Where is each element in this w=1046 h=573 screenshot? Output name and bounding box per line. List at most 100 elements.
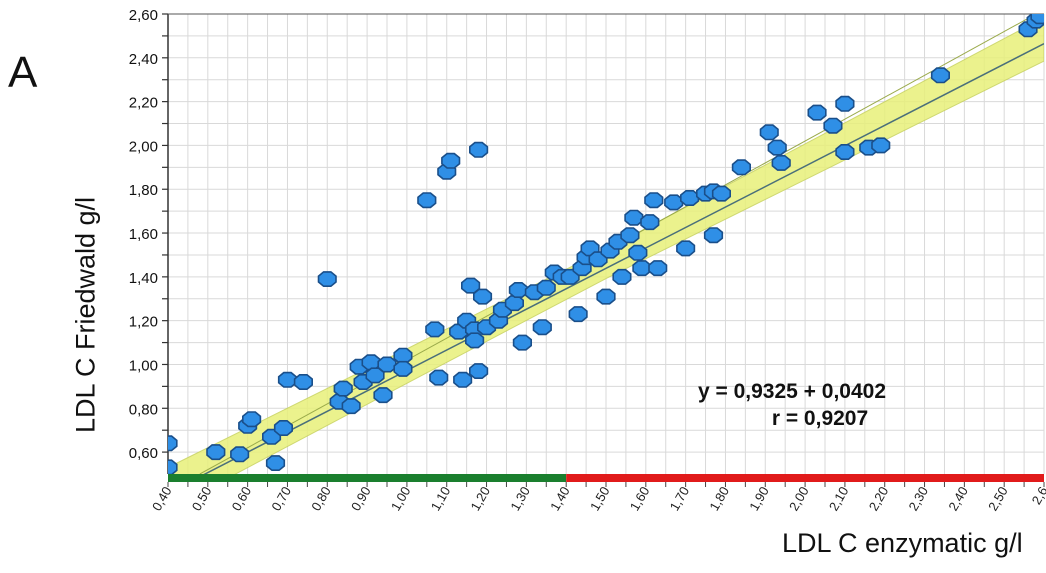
data-point — [823, 117, 843, 134]
y-tick-label: 1,20 — [129, 314, 158, 331]
x-tick-label: 2,50 — [985, 484, 1011, 513]
x-tick-label: 0,40 — [149, 484, 175, 513]
x-tick-label: 1,00 — [388, 484, 414, 513]
x-tick-label: 2,20 — [866, 484, 892, 513]
x-tick-label: 1,50 — [587, 484, 613, 513]
data-point — [640, 214, 660, 231]
regression-equation: y = 0,9325 + 0,0402 — [698, 380, 887, 403]
data-point — [453, 371, 473, 388]
axes — [162, 13, 1044, 474]
data-point — [242, 411, 262, 428]
data-point — [568, 306, 588, 323]
data-point — [504, 295, 525, 312]
x-tick-label: 2,30 — [905, 484, 931, 513]
data-points — [168, 14, 1044, 474]
regression-annotation: y = 0,9325 + 0,0402 r = 0,9207 — [698, 378, 940, 432]
data-point — [703, 227, 724, 244]
data-point — [429, 369, 449, 386]
y-tick-label: 1,60 — [129, 226, 158, 243]
y-tick-label: 0,60 — [129, 445, 158, 462]
data-point — [441, 152, 461, 169]
data-point — [536, 279, 556, 296]
data-point — [628, 244, 648, 261]
data-point — [632, 260, 652, 277]
data-point — [273, 419, 294, 437]
y-tick-label: 0,80 — [129, 401, 158, 418]
data-point — [293, 373, 314, 391]
data-point — [759, 124, 779, 141]
x-tick-label: 0,60 — [229, 484, 255, 513]
y-tick-label: 2,40 — [129, 51, 158, 68]
x-tick-labels: 0,40 0,50 0,60 0,70 0,80 0,90 1,00 1,10 1,20 1,30… — [149, 484, 1046, 513]
data-point — [361, 354, 381, 371]
data-point — [612, 268, 632, 285]
data-point — [767, 139, 787, 156]
x-tick-label: 0,50 — [189, 484, 215, 513]
x-tick-label: 1,40 — [547, 484, 573, 513]
data-point — [679, 190, 700, 206]
data-point — [333, 380, 353, 397]
data-point — [664, 194, 684, 211]
data-point — [373, 387, 393, 404]
x-axis-title: LDL C enzymatic g/l — [782, 528, 1023, 558]
x-tick-label: 2,00 — [786, 484, 812, 513]
data-point — [930, 67, 951, 84]
x-tick-label: 0,70 — [268, 484, 294, 513]
data-point — [871, 137, 891, 154]
y-tick-label: 2,60 — [129, 7, 158, 24]
y-tick-label: 1,00 — [129, 357, 158, 374]
y-tick-label: 2,20 — [129, 95, 158, 112]
data-point — [835, 144, 855, 160]
data-point — [532, 319, 552, 336]
y-tick-label: 2,00 — [129, 138, 158, 155]
data-point — [620, 227, 640, 244]
data-point — [624, 209, 644, 226]
x-tick-label: 1,60 — [627, 484, 653, 513]
data-point — [341, 398, 361, 415]
data-point — [317, 271, 337, 288]
x-tick-label: 2,40 — [945, 484, 971, 513]
data-point — [771, 155, 791, 171]
x-tick-label: 1,70 — [667, 484, 693, 513]
data-point — [807, 104, 827, 121]
data-point — [508, 281, 529, 299]
x-tick-label: 1,10 — [428, 484, 454, 513]
data-point — [168, 459, 178, 474]
x-axis-color-band — [167, 474, 1045, 487]
x-tick-label: 1,90 — [746, 484, 772, 513]
y-tick-labels: 0,60 0,80 1,00 1,20 1,40 1,60 1,80 2,00 2,20 2,40… — [129, 7, 158, 462]
data-point — [206, 444, 226, 461]
data-point — [644, 192, 664, 209]
data-point — [168, 435, 178, 452]
data-point — [460, 277, 481, 294]
data-point — [377, 356, 397, 373]
data-point — [648, 260, 668, 277]
x-tick-label: 2,10 — [826, 484, 852, 513]
data-point — [393, 347, 413, 364]
data-point — [512, 334, 533, 351]
data-point — [1030, 14, 1044, 25]
data-point — [464, 332, 485, 349]
data-point — [835, 95, 855, 112]
x-tick-label: 0,90 — [348, 484, 374, 513]
y-tick-label: 1,80 — [129, 182, 158, 199]
x-tick-label: 1,80 — [706, 484, 732, 513]
data-point — [731, 159, 752, 176]
x-tick-label: 2,6 — [1029, 484, 1046, 507]
regression-line — [203, 42, 1044, 474]
x-tick-label: 1,20 — [467, 484, 493, 513]
x-tick-label: 1,30 — [507, 484, 533, 513]
x-tick-label: 0,80 — [308, 484, 334, 513]
correlation-coefficient: r = 0,9207 — [771, 407, 869, 430]
y-tick-label: 1,40 — [129, 270, 158, 287]
data-point — [472, 288, 493, 305]
y-axis-title: LDL C Friedwald g/l — [70, 196, 101, 434]
x-axis-band-segment — [168, 474, 567, 482]
data-point — [230, 446, 250, 463]
data-point — [468, 363, 489, 380]
data-point — [468, 141, 489, 158]
data-point — [393, 360, 413, 377]
data-point — [596, 288, 616, 305]
data-point — [277, 371, 298, 388]
